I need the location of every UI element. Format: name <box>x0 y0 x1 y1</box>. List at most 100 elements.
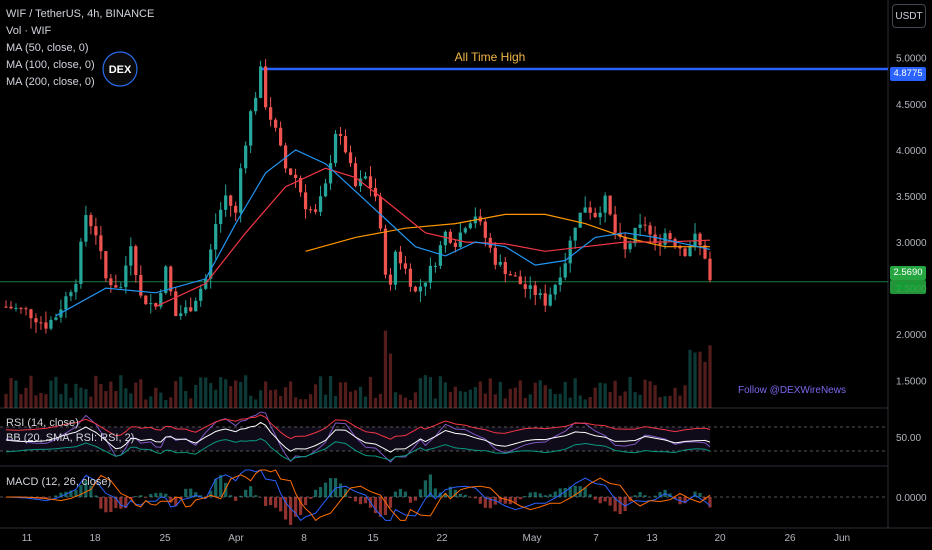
countdown-tag: 32:17 <box>890 280 926 294</box>
volume-bar <box>323 394 328 408</box>
macd-histogram-bar <box>383 497 388 515</box>
volume-bar <box>688 349 692 408</box>
volume-bar <box>543 385 547 408</box>
macd-histogram-bar <box>513 497 517 504</box>
candle-body <box>398 251 403 264</box>
candle-body <box>184 307 188 314</box>
volume-bar <box>493 394 497 408</box>
time-tick-label: 13 <box>646 533 658 544</box>
candle-body <box>583 207 587 213</box>
volume-bar <box>239 381 243 408</box>
volume-bar <box>348 391 353 408</box>
volume-bar <box>453 386 457 408</box>
rsi-line <box>5 411 711 463</box>
candle-body <box>119 287 123 289</box>
macd-histogram-bar <box>563 488 567 497</box>
candle-body <box>618 232 622 237</box>
macd-histogram-bar <box>568 486 572 497</box>
ma50-label[interactable]: MA (50, close, 0) <box>6 42 89 54</box>
volume-bar <box>269 390 273 408</box>
bb-label[interactable]: BB (20, SMA, RSI: RSI, 2) <box>6 432 135 444</box>
volume-bar <box>154 387 158 408</box>
volume-bar <box>708 345 712 408</box>
candle-body <box>84 215 88 242</box>
volume-bar <box>49 380 53 408</box>
volume-bar <box>144 399 148 408</box>
candle-body <box>358 178 363 187</box>
volume-bar <box>219 377 223 408</box>
volume-bar <box>129 393 133 408</box>
volume-bar <box>508 388 512 408</box>
volume-bar <box>134 382 138 408</box>
macd-histogram-bar <box>473 497 477 499</box>
candle-body <box>179 313 183 317</box>
candle-body <box>114 285 118 288</box>
candle-body <box>278 127 283 146</box>
volume-bar <box>298 399 303 408</box>
candle-body <box>563 263 567 278</box>
volume-bar <box>4 393 8 408</box>
macd-histogram-bar <box>398 488 403 497</box>
volume-bar <box>139 379 143 408</box>
macd-histogram-bar <box>114 497 118 509</box>
candle-body <box>69 292 73 297</box>
candle-body <box>169 266 173 292</box>
macd-histogram-bar <box>583 487 587 497</box>
ma100-label[interactable]: MA (100, close, 0) <box>6 59 95 71</box>
candle-body <box>39 322 43 324</box>
candle-body <box>388 274 393 285</box>
candle-body <box>333 133 338 164</box>
volume-bar <box>598 382 602 408</box>
time-tick-label: 15 <box>367 533 379 544</box>
candle-body <box>683 248 687 257</box>
macd-histogram-bar <box>448 486 452 497</box>
candle-body <box>14 307 18 309</box>
symbol-label[interactable]: WIF / TetherUS, 4h, BINANCE <box>6 8 155 20</box>
candle-body <box>74 283 78 293</box>
volume-bar <box>548 388 552 408</box>
volume-bar <box>338 382 343 408</box>
time-tick-label: 25 <box>159 533 171 544</box>
candle-body <box>219 209 223 225</box>
ma200-label[interactable]: MA (200, close, 0) <box>6 76 95 88</box>
candle-body <box>443 231 447 246</box>
macd-histogram-bar <box>54 495 58 497</box>
macd-histogram-bar <box>99 497 103 509</box>
volume-label[interactable]: Vol · WIF <box>6 25 52 37</box>
volume-bar <box>273 389 278 408</box>
macd-label[interactable]: MACD (12, 26, close) <box>6 476 112 488</box>
macd-histogram-bar <box>119 497 123 509</box>
macd-histogram-bar <box>608 497 612 506</box>
candle-body <box>448 231 452 243</box>
candle-body <box>468 223 472 229</box>
macd-histogram-bar <box>373 497 378 514</box>
candle-body <box>503 261 507 275</box>
volume-bar <box>478 381 482 408</box>
macd-histogram-bar <box>288 497 293 525</box>
candle-body <box>643 224 647 226</box>
volume-bar <box>693 352 697 408</box>
volume-bar <box>358 386 363 408</box>
currency-button[interactable]: USDT <box>892 4 926 28</box>
candle-body <box>433 265 438 267</box>
macd-histogram-bar <box>124 497 128 509</box>
volume-bar <box>169 397 173 408</box>
volume-bar <box>698 351 702 408</box>
volume-bar <box>683 385 687 408</box>
volume-bar <box>668 395 672 408</box>
candle-body <box>308 209 313 211</box>
volume-bar <box>433 398 438 408</box>
candle-body <box>64 296 68 310</box>
candle-body <box>29 309 33 319</box>
volume-bar <box>518 380 522 408</box>
volume-bar <box>538 380 542 408</box>
rsi-label[interactable]: RSI (14, close) <box>6 417 79 429</box>
macd-histogram-bar <box>483 497 487 508</box>
volume-bar <box>179 376 183 408</box>
volume-bar <box>209 383 213 408</box>
candle-body <box>568 240 572 264</box>
candle-body <box>578 212 582 228</box>
macd-histogram-bar <box>403 491 408 497</box>
volume-bar <box>643 379 647 408</box>
